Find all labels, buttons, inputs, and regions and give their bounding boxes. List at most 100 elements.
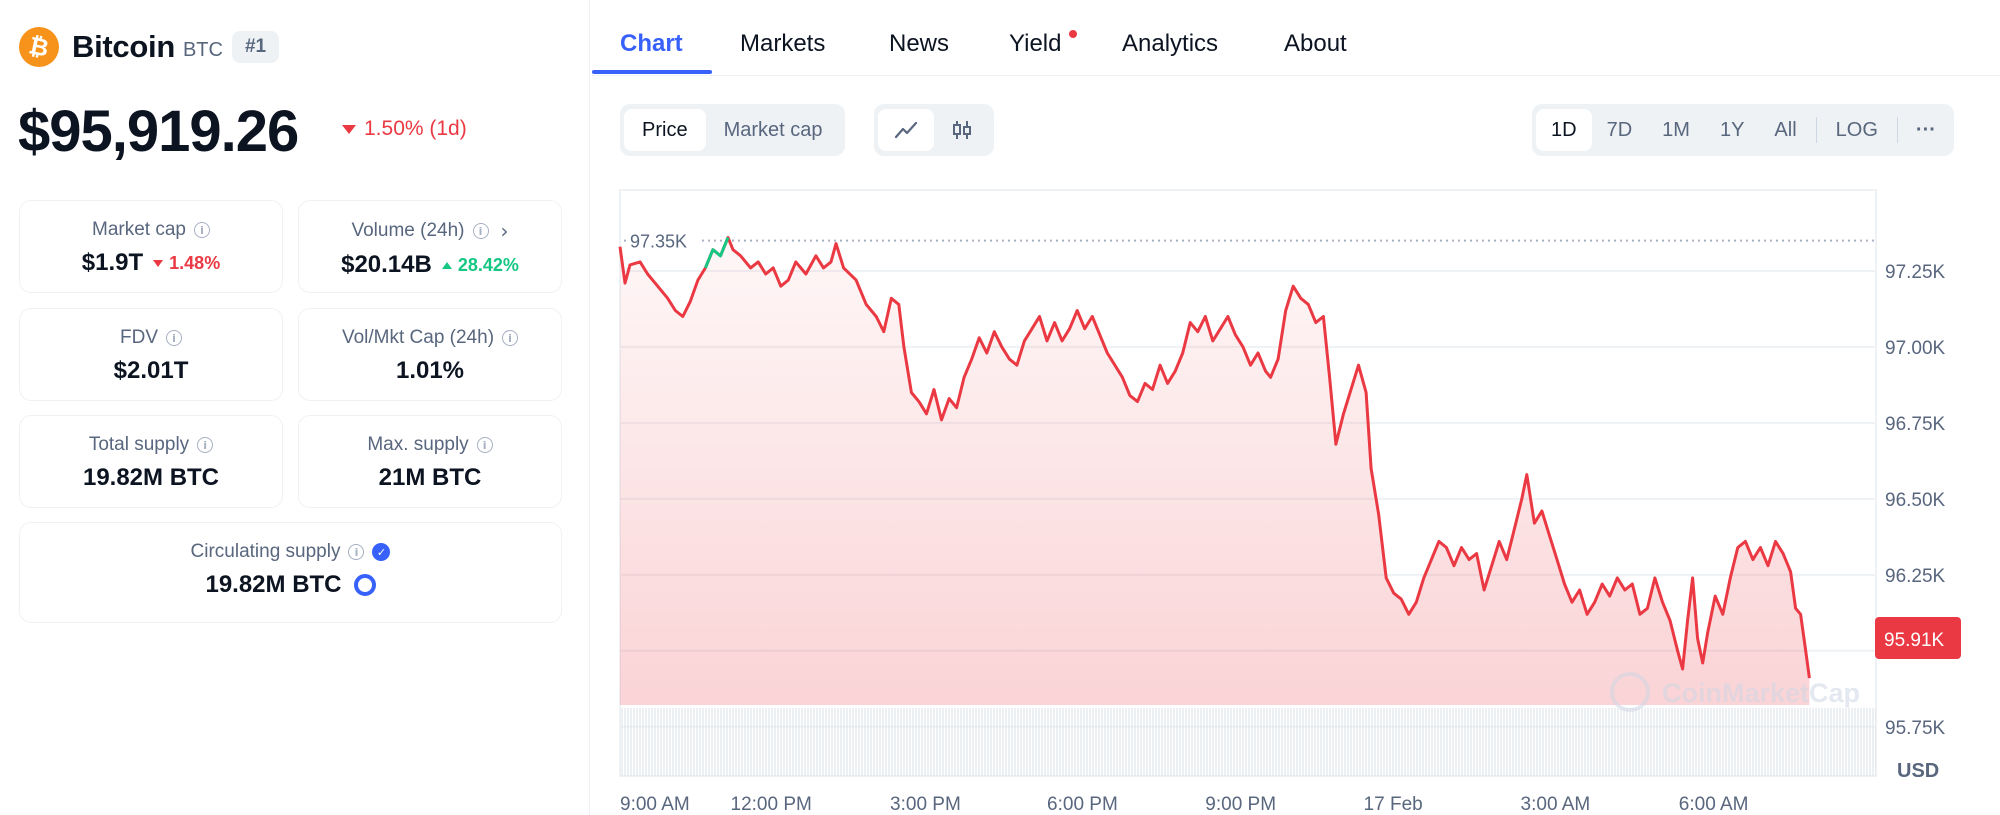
max-supply-card: Max. supply i 21M BTC — [298, 415, 562, 508]
circulating-supply-label: Circulating supply — [190, 541, 341, 562]
supply-progress-ring-icon[interactable] — [353, 574, 376, 596]
x-tick-label: 9:00 AM — [620, 794, 690, 815]
market-cap-toggle-button[interactable]: Market cap — [723, 118, 823, 141]
high-price-badge: 97.35K — [626, 226, 698, 253]
volume-label: Volume (24h) — [351, 220, 465, 241]
chevron-right-icon[interactable]: › — [500, 219, 509, 243]
tab-yield[interactable]: Yield — [1009, 30, 1062, 57]
y-tick-label: 96.50K — [1885, 490, 1946, 511]
vol-mkt-cap-value: 1.01% — [395, 357, 465, 384]
toolbar-divider — [1815, 117, 1817, 143]
bitcoin-logo-icon: ₿ — [19, 27, 59, 67]
x-tick-label: 3:00 AM — [1521, 794, 1591, 815]
x-tick-label: 6:00 AM — [1679, 794, 1749, 815]
range-7d-button[interactable]: 7D — [1606, 118, 1633, 141]
metric-toggle: Price Market cap — [620, 104, 845, 156]
x-tick-label: 12:00 PM — [731, 794, 812, 815]
candlestick-chart-button[interactable] — [934, 109, 990, 151]
y-tick-label: 96.00K — [1885, 642, 1946, 663]
circulating-supply-card: Circulating supply i ✓ 19.82M BTC — [19, 522, 562, 623]
coin-price: $95,919.26 — [18, 99, 299, 164]
watermark: CoinMarketCap — [1610, 672, 1860, 712]
volume-bars — [620, 708, 1876, 776]
coin-overview-panel: ₿ Bitcoin BTC #1 $95,919.26 1.50% (1d) M… — [0, 0, 590, 815]
log-scale-button[interactable]: LOG — [1835, 118, 1878, 141]
price-line — [618, 236, 1811, 679]
info-icon[interactable]: i — [166, 330, 182, 346]
range-1m-button[interactable]: 1M — [1662, 118, 1690, 141]
total-supply-label: Total supply — [88, 434, 190, 455]
time-range-toggle: 1D 7D 1M 1Y All LOG ··· — [1532, 104, 1954, 156]
y-axis: 97.25K 97.00K 96.75K 96.50K 96.25K 96.00K 95.7… — [1885, 262, 1946, 739]
volume-value: $20.14B — [341, 251, 432, 278]
verified-check-icon: ✓ — [372, 543, 391, 561]
info-icon[interactable]: i — [472, 223, 489, 239]
tab-news[interactable]: News — [889, 30, 950, 57]
market-cap-label: Market cap — [92, 219, 186, 240]
tab-about[interactable]: About — [1284, 30, 1347, 57]
coin-header: ₿ Bitcoin BTC #1 — [19, 27, 280, 67]
y-tick-label: 96.75K — [1885, 414, 1946, 435]
max-supply-value: 21M BTC — [378, 464, 482, 491]
info-icon[interactable]: i — [193, 222, 210, 238]
x-axis: 9:00 AM 12:00 PM 3:00 PM 6:00 PM 9:00 PM 17 F… — [620, 794, 1749, 815]
current-price-label: 95.91K — [1884, 630, 1945, 651]
fdv-label: FDV — [120, 327, 158, 348]
range-1y-button[interactable]: 1Y — [1719, 118, 1745, 141]
market-cap-card: Market cap i $1.9T 1.48% — [19, 200, 283, 293]
max-supply-label: Max. supply — [367, 434, 469, 455]
x-tick-label: 6:00 PM — [1047, 794, 1118, 815]
vol-mkt-cap-card: Vol/Mkt Cap (24h) i 1.01% — [298, 308, 562, 401]
info-icon[interactable]: i — [476, 437, 493, 453]
fdv-value: $2.01T — [113, 357, 189, 384]
y-tick-label: 97.25K — [1885, 262, 1946, 283]
x-tick-label: 3:00 PM — [890, 794, 961, 815]
market-cap-delta: 1.48% — [153, 253, 220, 274]
active-tab-indicator — [592, 70, 712, 74]
current-price-badge: 95.91K — [1875, 617, 1961, 659]
y-tick-label: 96.25K — [1885, 566, 1946, 587]
tab-markets[interactable]: Markets — [740, 30, 826, 57]
circulating-supply-value: 19.82M BTC — [205, 571, 342, 598]
triangle-up-icon — [441, 261, 452, 269]
volume-delta: 28.42% — [441, 255, 519, 276]
info-icon[interactable]: i — [502, 330, 519, 346]
chart-style-toggle — [874, 104, 994, 156]
watermark-text: CoinMarketCap — [1662, 678, 1860, 708]
range-1d-button[interactable]: 1D — [1536, 109, 1592, 151]
volume-card[interactable]: Volume (24h) i › $20.14B 28.42% — [298, 200, 562, 293]
high-price-label: 97.35K — [630, 232, 687, 252]
price-change: 1.50% (1d) — [342, 117, 467, 141]
y-tick-label: 97.00K — [1885, 338, 1946, 359]
chart-frame — [619, 189, 1877, 777]
range-all-button[interactable]: All — [1774, 118, 1797, 141]
coin-symbol: BTC — [182, 38, 223, 61]
tab-analytics[interactable]: Analytics — [1122, 30, 1219, 57]
chart-grid — [619, 189, 1877, 777]
total-supply-card: Total supply i 19.82M BTC — [19, 415, 283, 508]
market-cap-value: $1.9T — [81, 249, 144, 276]
line-chart-icon — [894, 121, 918, 139]
tab-chart[interactable]: Chart — [620, 30, 683, 57]
coin-tabs: Chart Markets News Yield Analytics About — [592, 0, 2000, 76]
triangle-down-icon — [153, 259, 164, 267]
candlestick-icon — [953, 121, 971, 139]
total-supply-value: 19.82M BTC — [82, 464, 220, 491]
line-chart-button[interactable] — [878, 109, 934, 151]
x-tick-label: 17 Feb — [1364, 794, 1423, 815]
triangle-down-icon — [342, 124, 356, 134]
currency-label: USD — [1897, 760, 1939, 782]
price-change-value: 1.50% (1d) — [364, 117, 467, 140]
price-line-up-segment — [704, 236, 730, 269]
more-options-button[interactable]: ··· — [1915, 118, 1936, 141]
price-area-fill — [620, 237, 1810, 705]
fdv-card: FDV i $2.01T — [19, 308, 283, 401]
rank-badge: #1 — [231, 31, 280, 63]
x-tick-label: 9:00 PM — [1205, 794, 1276, 815]
info-icon[interactable]: i — [348, 544, 365, 560]
toolbar-divider — [1896, 117, 1898, 143]
price-toggle-button[interactable]: Price — [624, 109, 706, 151]
y-tick-label: 95.75K — [1885, 718, 1946, 739]
coin-name: Bitcoin — [72, 29, 175, 64]
info-icon[interactable]: i — [197, 437, 214, 453]
